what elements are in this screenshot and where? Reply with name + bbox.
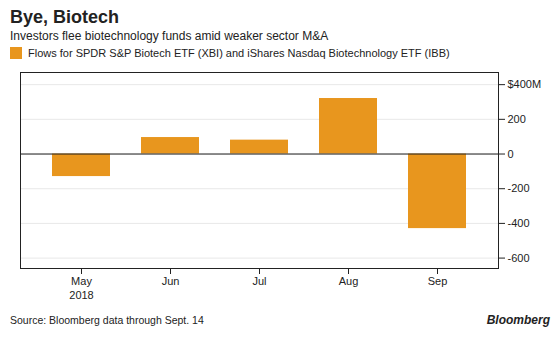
svg-text:Sep: Sep [428,275,448,287]
svg-text:-400: -400 [508,217,530,229]
html-text:Flows for SPDR S&P Biotech ETF: Flows for SPDR S&P Biotech ETF (XBI) and… [28,47,450,59]
svg-text:200: 200 [508,113,526,125]
html-text:Bloomberg: Bloomberg [486,313,550,327]
svg-text:-600: -600 [508,252,530,264]
html-text:Investors flee biotechnology f: Investors flee biotechnology funds amid … [10,29,329,43]
svg-text:May: May [71,275,92,287]
svg-text:$400M: $400M [508,78,542,90]
svg-text:0: 0 [508,148,514,160]
svg-text:Jul: Jul [252,275,266,287]
svg-text:2018: 2018 [69,289,93,301]
svg-text:-200: -200 [508,182,530,194]
html-text:Bye, Biotech: Bye, Biotech [10,7,119,27]
svg-text:Aug: Aug [339,275,359,287]
html-text:Source: Bloomberg data through: Source: Bloomberg data through Sept. 14 [10,314,204,326]
svg-text:Jun: Jun [162,275,180,287]
